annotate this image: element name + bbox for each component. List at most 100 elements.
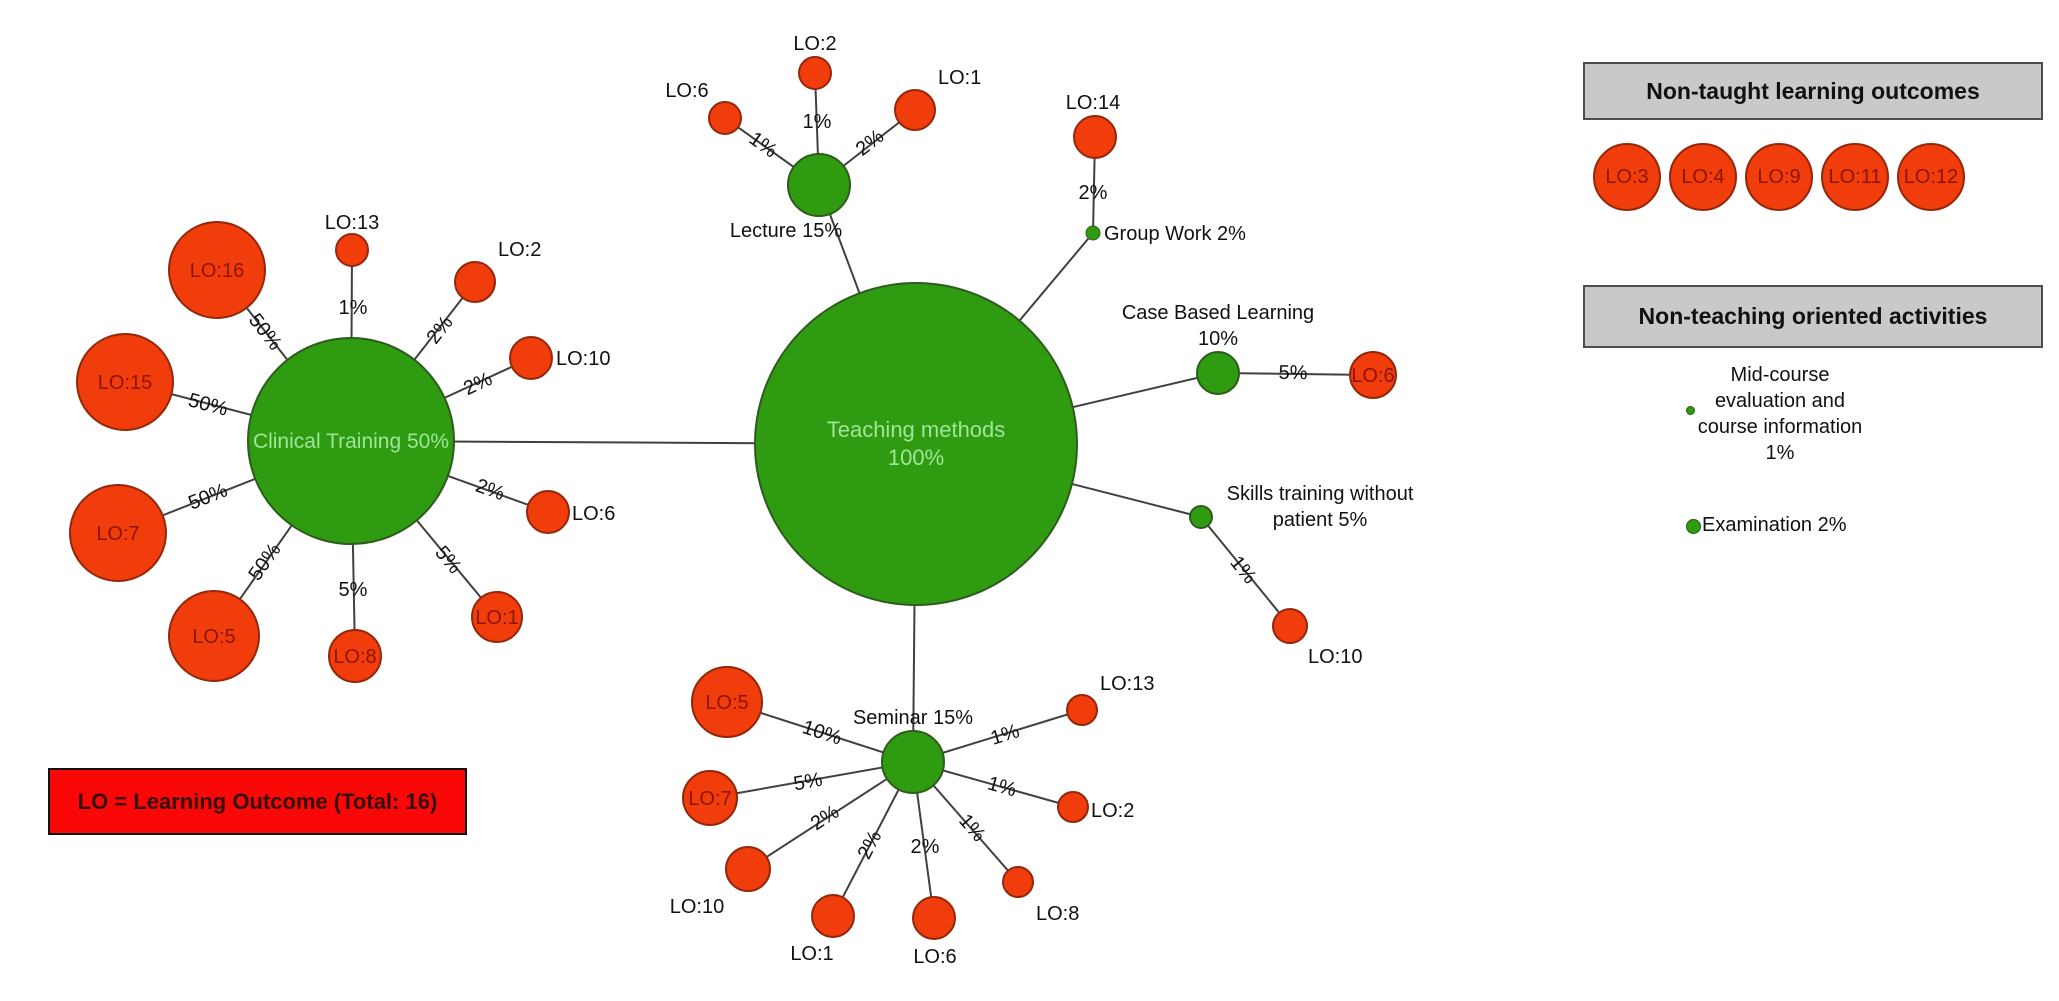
non-teaching-activities-header: Non-teaching oriented activities [1583,285,2043,348]
edge-seminar-s7 [709,761,914,799]
node-le1-label: LO:1 [938,67,981,89]
edge-seminar-s10 [747,761,914,870]
edge-label-clinical-c7: 50% [185,479,231,514]
edge-label-seminar-s13: 1% [988,720,1022,750]
node-skills-label: patient 5% [1273,509,1368,531]
node-s13-label: LO:13 [1100,673,1154,695]
midcourse-line-1: Mid-course [1730,364,1830,386]
edge-label-clinical-c16: 50% [244,309,286,354]
non-taught-outcome-circle: LO:4 [1669,143,1737,211]
node-le1-circle [894,89,936,131]
labels-layer: 50%1%2%2%50%2%50%50%5%5%1%1%2%2%5%1%10%5… [96,33,1413,968]
nodes-layer [69,56,1397,940]
examination-label: Examination 2% [1702,514,1847,536]
node-c16-label: LO:16 [190,260,244,282]
node-teaching-label: 100% [888,445,944,470]
legend-box: LO = Learning Outcome (Total: 16) [48,768,467,835]
node-le2-label: LO:2 [793,33,836,55]
node-c6-label: LO:6 [572,503,615,525]
node-s5-circle [691,666,763,738]
node-c7-circle [69,484,167,582]
node-c2-circle [454,261,496,303]
node-s10-circle [725,846,771,892]
edge-skills-sk10 [1200,516,1291,627]
node-s8-circle [1002,866,1034,898]
node-c13-label: LO:13 [325,212,379,234]
node-lecture-label: Lecture 15% [730,220,843,242]
non-taught-outcomes-row: LO:3 LO:4 LO:9 LO:11 LO:12 [1593,143,1965,211]
node-s1-circle [811,894,855,938]
node-s13-circle [1066,694,1098,726]
node-s7-label: LO:7 [688,788,731,810]
node-s6-label: LO:6 [913,946,956,968]
node-c2-label: LO:2 [498,239,541,261]
node-sk10-circle [1272,608,1308,644]
edge-label-clinical-c5: 50% [244,539,285,585]
non-taught-outcome-circle: LO:9 [1745,143,1813,211]
edge-cbl-cb6 [1217,372,1374,376]
node-teaching-label: Teaching methods [827,417,1006,442]
edge-label-clinical-c13: 1% [339,297,368,319]
edge-label-seminar-s2: 1% [985,772,1019,801]
node-g14-label: LO:14 [1066,92,1120,114]
midcourse-line-3: course information [1697,416,1863,438]
node-c5-label: LO:5 [192,626,235,648]
node-c10-circle [509,336,553,380]
node-c1-label: LO:1 [475,607,518,629]
node-groupwork-circle [1085,225,1101,241]
edge-label-lecture-le2: 1% [803,111,832,133]
node-teaching-circle [754,282,1078,606]
edge-label-lecture-le6: 1% [745,128,781,163]
node-c8-label: LO:8 [333,646,376,668]
node-le6-circle [708,101,742,135]
examination-dot-icon [1686,519,1701,534]
edge-label-seminar-s6: 2% [911,836,940,858]
node-clinical-circle [247,337,455,545]
node-cb6-label: LO:6 [1351,365,1394,387]
node-c6-circle [526,490,570,534]
node-skills-label: Skills training without [1227,483,1414,505]
node-s8-label: LO:8 [1036,903,1079,925]
node-cb6-circle [1349,351,1397,399]
node-le2-circle [798,56,832,90]
node-lecture-circle [787,153,851,217]
node-c15-circle [76,333,174,431]
node-g14-circle [1073,115,1117,159]
node-cbl-label: Case Based Learning [1122,302,1314,324]
edge-label-clinical-c8: 5% [339,579,368,601]
node-clinical-label: Clinical Training 50% [253,430,449,453]
node-c1-circle [471,591,523,643]
edge-label-groupwork-g14: 2% [1079,182,1108,204]
node-c7-label: LO:7 [96,523,139,545]
edge-label-seminar-s10: 2% [807,801,843,835]
midcourse-evaluation-label: Mid-course evaluation and course informa… [1640,362,1920,466]
node-groupwork-label: Group Work 2% [1104,223,1246,245]
midcourse-evaluation-dot-icon [1686,406,1695,415]
edge-label-clinical-c15: 50% [186,389,230,420]
node-sk10-label: LO:10 [1308,646,1362,668]
node-c13-circle [335,233,369,267]
node-s10-label: LO:10 [670,896,724,918]
node-cbl-label: 10% [1198,328,1238,350]
node-c5-circle [168,590,260,682]
node-s2-label: LO:2 [1091,800,1134,822]
node-c15-label: LO:15 [98,372,152,394]
non-taught-outcome-circle: LO:12 [1897,143,1965,211]
node-s7-circle [682,770,738,826]
node-cbl-circle [1196,351,1240,395]
edge-label-seminar-s5: 10% [800,716,845,749]
non-taught-outcome-circle: LO:3 [1593,143,1661,211]
node-c16-circle [168,221,266,319]
node-c10-label: LO:10 [556,348,610,370]
edge-label-clinical-c10: 2% [460,368,496,400]
node-s5-label: LO:5 [705,692,748,714]
node-s1-label: LO:1 [790,943,833,965]
node-seminar-circle [881,730,945,794]
edge-label-seminar-s7: 5% [792,769,825,796]
node-seminar-label: Seminar 15% [853,707,973,729]
node-le6-label: LO:6 [665,80,708,102]
non-taught-outcomes-header: Non-taught learning outcomes [1583,62,2043,120]
node-c8-circle [328,629,382,683]
node-s2-circle [1057,791,1089,823]
